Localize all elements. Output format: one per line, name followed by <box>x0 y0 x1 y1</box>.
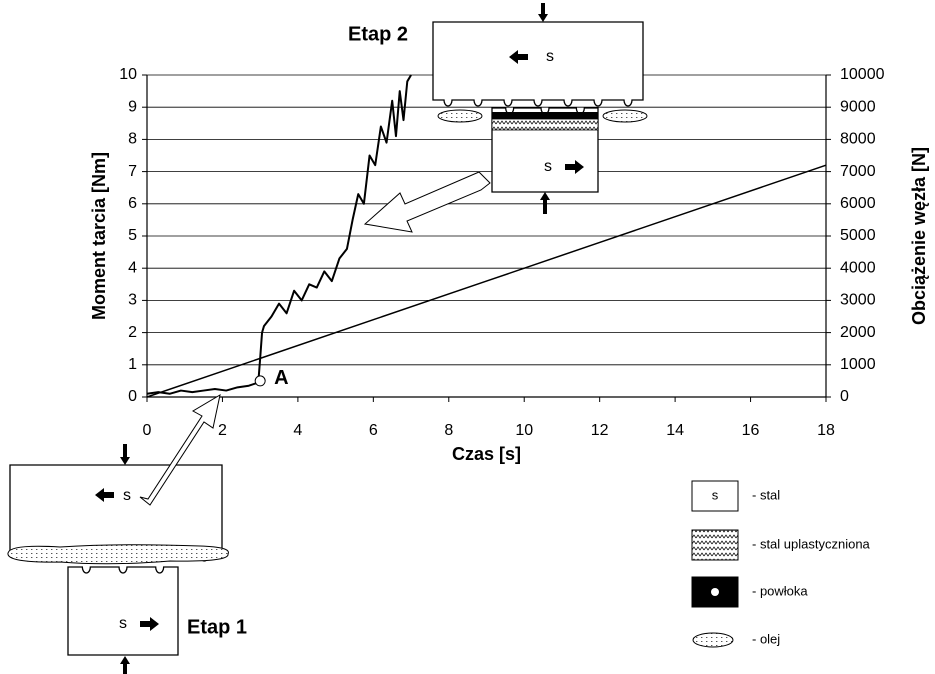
plot: 0123456789100100020003000400050006000700… <box>89 66 929 464</box>
x-tick-label: 16 <box>742 422 760 439</box>
x-tick-label: 14 <box>666 422 684 439</box>
x-tick-label: 6 <box>369 422 378 439</box>
series-line <box>146 74 412 395</box>
y2-tick-label: 10000 <box>840 66 885 83</box>
labels: Etap 2 Etap 1 s s s s s - stal - stal up… <box>119 23 871 646</box>
y-tick-label: 4 <box>128 259 137 276</box>
y-axis-title: Moment tarcia [Nm] <box>89 152 109 320</box>
pointer-arrow <box>139 393 221 506</box>
y2-tick-label: 9000 <box>840 98 876 115</box>
y-tick-label: 5 <box>128 227 137 244</box>
annotation-marker <box>254 375 266 387</box>
x-axis-title: Czas [s] <box>452 444 521 464</box>
motion-arrow <box>140 617 159 631</box>
annotation: A <box>274 367 288 389</box>
y2-tick-label: 3000 <box>840 292 876 309</box>
y2-tick-label: 2000 <box>840 324 876 341</box>
y2-tick-label: 5000 <box>840 227 876 244</box>
legend-label: - olej <box>752 631 780 646</box>
legend-label: - stal uplastyczniona <box>752 536 871 551</box>
pointer-arrow <box>363 171 491 233</box>
force-arrow <box>538 3 548 22</box>
force-arrow <box>120 656 130 674</box>
y-tick-label: 8 <box>128 131 137 148</box>
oil <box>7 544 229 565</box>
y-tick-label: 2 <box>128 324 137 341</box>
y-tick-label: 7 <box>128 163 137 180</box>
y-tick-label: 6 <box>128 195 137 212</box>
y-tick-label: 3 <box>128 292 137 309</box>
force-arrow <box>120 444 130 465</box>
y-tick-label: 10 <box>119 66 137 83</box>
y2-tick-label: 8000 <box>840 131 876 148</box>
block-label: s <box>546 48 554 65</box>
force-arrow <box>540 192 550 214</box>
block-label: s <box>123 487 131 504</box>
x-tick-label: 4 <box>293 422 302 439</box>
legend-label: - powłoka <box>752 583 808 598</box>
block <box>67 566 179 656</box>
motion-arrow <box>509 50 528 64</box>
series-line <box>146 164 827 398</box>
legend-label: - stal <box>752 487 780 502</box>
stage-label: Etap 1 <box>187 616 247 638</box>
stage-label: Etap 2 <box>348 23 408 45</box>
motion-arrow <box>95 488 114 502</box>
diagrams <box>7 3 739 674</box>
y-tick-label: 9 <box>128 98 137 115</box>
y-tick-label: 0 <box>128 388 137 405</box>
block-label: s <box>544 158 552 175</box>
legend-icon <box>711 588 719 596</box>
block <box>432 21 644 107</box>
y2-tick-label: 1000 <box>840 356 876 373</box>
legend-oil <box>692 632 734 648</box>
y2-tick-label: 0 <box>840 388 849 405</box>
legend-box <box>691 529 739 561</box>
block-label: s <box>119 615 127 632</box>
motion-arrow <box>565 160 584 174</box>
y-tick-label: 1 <box>128 356 137 373</box>
x-tick-label: 2 <box>218 422 227 439</box>
x-tick-label: 12 <box>591 422 609 439</box>
y2-tick-label: 7000 <box>840 163 876 180</box>
y2-axis-title: Obciążenie węzła [N] <box>909 147 929 325</box>
plastic-steel <box>491 118 599 131</box>
x-tick-label: 10 <box>515 422 533 439</box>
coating <box>492 112 598 119</box>
x-tick-label: 18 <box>817 422 835 439</box>
legend-box <box>691 480 739 512</box>
x-tick-label: 0 <box>143 422 152 439</box>
y2-tick-label: 4000 <box>840 259 876 276</box>
y2-tick-label: 6000 <box>840 195 876 212</box>
oil <box>437 109 483 123</box>
legend-symbol: s <box>712 487 719 502</box>
x-tick-label: 8 <box>444 422 453 439</box>
oil <box>602 109 648 123</box>
